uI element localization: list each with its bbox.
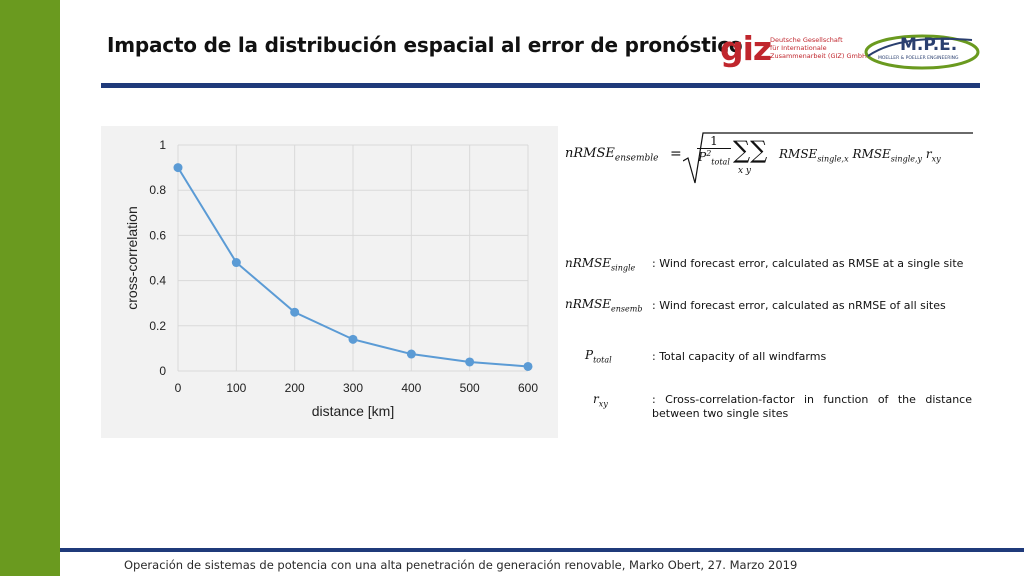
formula-numerator: 1 (697, 134, 731, 149)
formula-den-sup: 2 (706, 149, 712, 158)
sqrt-icon (683, 132, 973, 184)
definition-symbol-sub: single (611, 263, 636, 273)
formula-equals: = (670, 146, 682, 162)
giz-line-3: Zusammenarbeit (GIZ) GmbH (770, 52, 867, 60)
x-axis-title: distance [km] (312, 403, 394, 419)
definition-text: : Total capacity of all windfarms (652, 350, 827, 363)
definition-symbol-sub: ensemb (611, 304, 643, 314)
formula-rhs-sub-1: single,x (817, 154, 849, 164)
y-tick-label: 1 (159, 138, 166, 152)
formula-rhs: RMSEsingle,x RMSEsingle,y rxy (779, 147, 941, 163)
formula-fraction: 1 P2total (697, 134, 731, 166)
mpe-logo: M.P.E. MOELLER & POELLER ENGINEERING (860, 26, 980, 72)
giz-line-2: für Internationale (770, 44, 827, 52)
y-tick-label: 0.2 (149, 319, 166, 333)
footer-divider (60, 548, 1024, 552)
y-tick-label: 0 (159, 364, 166, 378)
data-point (523, 361, 533, 371)
formula-sums: ∑∑ (733, 136, 768, 164)
formula-lhs-base: nRMSE (565, 146, 615, 161)
data-point (406, 349, 416, 359)
definition-symbol-base: nRMSE (565, 256, 612, 270)
giz-line-1: Deutsche Gesellschaft (770, 36, 843, 44)
title-divider (101, 83, 980, 88)
definition-text: : Wind forecast error, calculated as RMS… (652, 257, 964, 270)
x-tick-label: 300 (343, 381, 363, 395)
definition-symbol-sub: total (593, 355, 612, 365)
mpe-swoosh-icon (864, 34, 980, 70)
definition-symbol-base: r (593, 392, 599, 406)
mpe-logo-mark: M.P.E. (900, 35, 958, 55)
definition-text: : Cross-correlation-factor in function o… (652, 393, 972, 420)
definition-text: : Wind forecast error, calculated as nRM… (652, 299, 946, 312)
data-point (348, 334, 358, 344)
formula-rhs-base-1: RMSE (779, 147, 818, 161)
mpe-logo-sub: MOELLER & POELLER ENGINEERING (878, 56, 959, 61)
x-tick-label: 0 (175, 381, 182, 395)
definition-symbol-base: nRMSE (565, 297, 612, 311)
formula-r-base: r (925, 147, 932, 161)
formula-lhs-sub: ensemble (614, 153, 659, 164)
x-tick-label: 200 (285, 381, 305, 395)
definition-symbol-base: P (585, 348, 594, 362)
definition-symbol-sub: xy (598, 399, 608, 409)
formula-sum-subs: x y (738, 166, 752, 176)
x-tick-label: 600 (518, 381, 538, 395)
x-tick-label: 500 (460, 381, 480, 395)
formula-r-sub: xy (931, 154, 941, 164)
slide-title: Impacto de la distribución espacial al e… (107, 33, 743, 57)
data-point (231, 258, 241, 268)
y-axis-title: cross-correlation (124, 206, 140, 309)
data-point (173, 163, 183, 173)
left-accent-bar (0, 0, 60, 576)
formula-rhs-sub-2: single,y (890, 154, 923, 164)
data-point (290, 307, 300, 317)
giz-logo-mark: giz (720, 29, 772, 68)
definition-symbol: rxy (593, 392, 608, 408)
formula-rhs-base-2: RMSE (852, 147, 891, 161)
y-tick-label: 0.4 (149, 274, 166, 288)
nrmse-formula: nRMSEensemble = 1 P2total ∑∑ x y RMSEsin… (565, 128, 975, 188)
y-tick-label: 0.6 (149, 228, 166, 242)
x-tick-label: 400 (401, 381, 421, 395)
x-tick-label: 100 (226, 381, 246, 395)
formula-den-base: P (698, 150, 707, 164)
formula-lhs: nRMSEensemble (565, 146, 658, 164)
formula-den-sub: total (711, 157, 730, 167)
definition-symbol: Ptotal (585, 348, 612, 364)
cross-correlation-chart: 0 0.2 0.4 0.6 0.8 1 0 100 200 300 400 500 600 distanc… (124, 138, 538, 419)
y-tick-label: 0.8 (149, 183, 166, 197)
data-point (465, 357, 475, 367)
formula-denominator: P2total (697, 149, 731, 166)
footer-text: Operación de sistemas de potencia con un… (124, 558, 798, 572)
definition-symbol: nRMSEensemb (565, 297, 642, 313)
definition-symbol: nRMSEsingle (565, 256, 635, 272)
giz-logo-text: Deutsche Gesellschaft für Internationale… (770, 36, 867, 60)
chart-panel: 0 0.2 0.4 0.6 0.8 1 0 100 200 300 400 500 600 distanc… (101, 126, 558, 438)
